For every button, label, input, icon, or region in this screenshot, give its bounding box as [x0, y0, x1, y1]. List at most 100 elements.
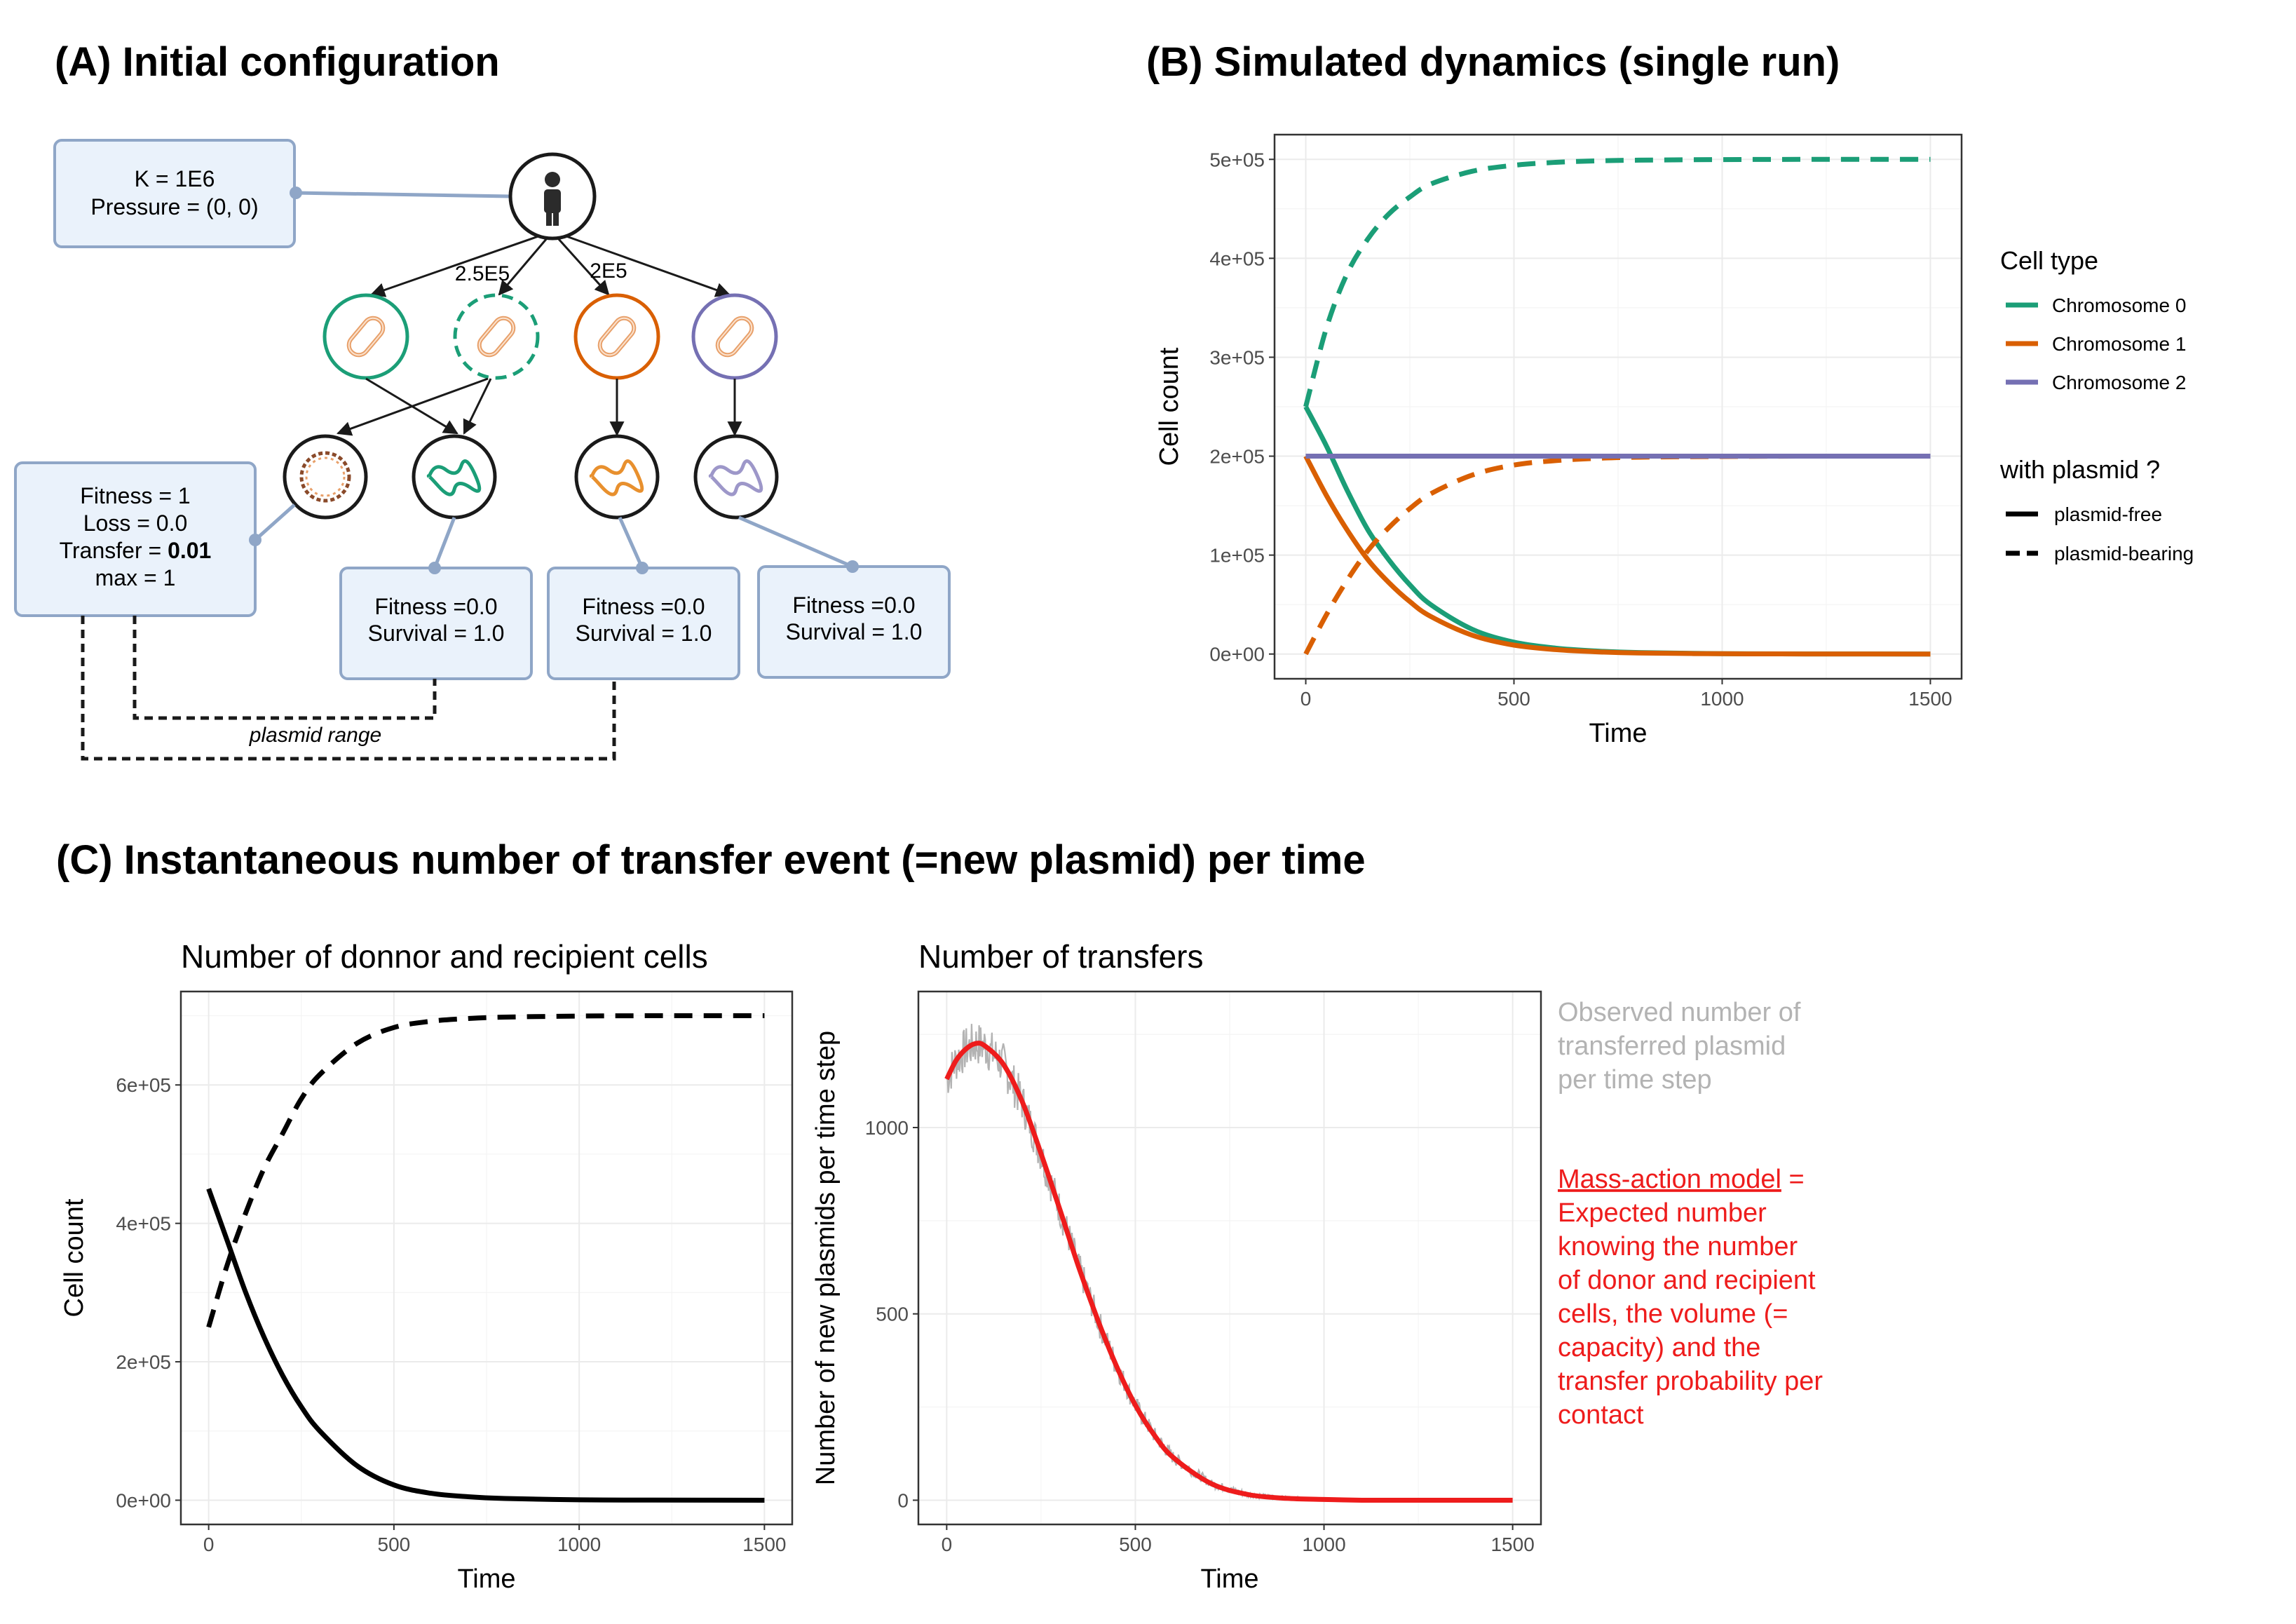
connector-dot — [636, 562, 648, 574]
edge-to-plasmid — [337, 377, 489, 436]
y-tick-label: 0e+00 — [116, 1489, 171, 1511]
plasmid-range-bracket-outer — [81, 616, 616, 761]
connector-dot — [428, 562, 441, 574]
person-icon — [544, 172, 561, 226]
edge-host-chrom2 — [566, 235, 731, 297]
chromosome-0-plasmid-cell — [453, 293, 540, 380]
y-axis-title: Cell count — [1155, 347, 1184, 466]
plasmid-ring-icon — [299, 451, 351, 503]
x-tick-label: 500 — [1497, 688, 1530, 710]
x-tick-label: 500 — [378, 1534, 411, 1555]
panel-b-title: (B) Simulated dynamics (single run) — [1146, 39, 1840, 85]
series-1-line — [206, 1013, 765, 1328]
y-tick-label: 2e+05 — [1209, 446, 1265, 468]
plasmid-transfer-label: Transfer = 0.01 — [60, 538, 212, 563]
legend-title-cell-type: Cell type — [2000, 246, 2098, 275]
edge-host-chrom0 — [370, 235, 539, 297]
y-axis-title: Cell count — [60, 1198, 89, 1317]
plasmid-box-connector — [254, 503, 296, 541]
chromosome-1-survival: Survival = 1.0 — [576, 621, 712, 646]
plasmid-range-label: plasmid range — [249, 724, 381, 747]
plot-border — [179, 990, 794, 1526]
mass-action-model-line — [944, 1041, 1513, 1503]
y-tick-label: 0e+00 — [1209, 644, 1265, 665]
chromosome-1-plasmid-free-line — [1303, 454, 1931, 657]
plasmid-fitness-label: Fitness = 1 — [80, 483, 190, 508]
legend-label-plasmid-free: plasmid-free — [2054, 503, 2162, 525]
y-tick-label: 4e+05 — [1209, 248, 1265, 269]
dynamics-legend: Cell type Chromosome 0 Chromosome 1 Chro… — [1999, 246, 2194, 564]
host-parameter-box — [53, 139, 296, 248]
y-tick-label: 2e+05 — [116, 1351, 171, 1373]
chromosome-0-survival: Survival = 1.0 — [368, 621, 505, 646]
y-tick-label: 4e+05 — [116, 1213, 171, 1235]
edge-host-chrom1 — [557, 237, 610, 296]
legend-title-with-plasmid: with plasmid ? — [1999, 455, 2160, 484]
model-note-line: cells, the volume (= — [1558, 1299, 1788, 1329]
plasmid-loss-label: Loss = 0.0 — [83, 510, 188, 536]
panel-a-title: (A) Initial configuration — [55, 39, 500, 85]
x-tick-label: 1000 — [557, 1534, 601, 1555]
edge-label-chrom1: 2E5 — [590, 259, 627, 283]
chromosome-2-connector — [738, 515, 853, 569]
x-tick-label: 1500 — [1908, 688, 1952, 710]
panel-c-title: (C) Instantaneous number of transfer eve… — [56, 837, 1366, 883]
plot-border — [1273, 133, 1963, 680]
x-tick-label: 0 — [942, 1534, 953, 1555]
x-tick-label: 1500 — [1490, 1534, 1534, 1555]
model-note-line: Expected number — [1558, 1198, 1767, 1228]
y-tick-label: 500 — [876, 1304, 909, 1325]
model-note-line: of donor and recipient — [1558, 1266, 1816, 1295]
legend-label-chromosome-1: Chromosome 1 — [2052, 333, 2186, 355]
x-tick-label: 1500 — [742, 1534, 786, 1555]
y-tick-label: 1e+05 — [1209, 545, 1265, 567]
plasmid-node — [283, 434, 368, 520]
chart-dynamics: 0 500 1000 1500 0e+00 1e+05 2e+05 3e+05 4e+05 5e+… — [1155, 133, 1963, 748]
legend-label-chromosome-2: Chromosome 2 — [2052, 372, 2186, 393]
x-axis-title: Time — [1200, 1564, 1258, 1594]
y-tick-label: 0 — [897, 1489, 909, 1511]
model-note-line: transfer probability per — [1558, 1367, 1823, 1396]
edge-host-chrom0-plasmid — [498, 238, 548, 296]
chromosome-0-cell — [322, 293, 409, 380]
edge-to-genome — [463, 378, 492, 435]
x-tick-label: 1000 — [1302, 1534, 1345, 1555]
host-pressure-label: Pressure = (0, 0) — [90, 194, 258, 219]
chromosome-1-genome — [574, 434, 660, 520]
chromosome-1-connector — [618, 516, 644, 569]
chromosome-0-plasmid-bearing-line — [1303, 156, 1931, 407]
observed-note-line: per time step — [1558, 1065, 1712, 1095]
model-note-heading: Mass-action model = — [1558, 1165, 1805, 1194]
x-axis-title: Time — [1589, 719, 1647, 748]
chromosome-0-connector — [433, 517, 456, 569]
chart-transfers: 0 500 1000 1500 0 500 1000 Number of transfers T… — [811, 938, 1542, 1594]
transfer-value: 0.01 — [168, 538, 211, 563]
plasmid-max-label: max = 1 — [95, 565, 176, 590]
plot-border — [917, 990, 1542, 1526]
connector-dot — [290, 187, 302, 199]
y-tick-label: 5e+05 — [1209, 149, 1265, 170]
edge-label-chrom0: 2.5E5 — [455, 262, 510, 285]
model-note-line: contact — [1558, 1400, 1644, 1430]
chromosome-icon — [426, 459, 482, 496]
x-axis-title: Time — [457, 1564, 515, 1594]
host-capacity-label: K = 1E6 — [135, 166, 215, 191]
chromosome-2-genome — [693, 434, 779, 520]
x-tick-label: 1000 — [1700, 688, 1744, 710]
model-note-line: capacity) and the — [1558, 1333, 1760, 1362]
transfer-prefix: Transfer = — [60, 538, 168, 563]
y-tick-label: 1000 — [865, 1117, 909, 1139]
plot-title: Number of donnor and recipient cells — [181, 938, 708, 975]
series-0-line — [206, 1188, 765, 1503]
legend-label-plasmid-bearing: plasmid-bearing — [2054, 543, 2194, 564]
chromosome-icon — [708, 459, 763, 496]
connector-dot — [846, 560, 859, 573]
model-note: Mass-action model = Expected number know… — [1558, 1165, 1823, 1430]
model-note-line: knowing the number — [1558, 1232, 1798, 1261]
chromosome-0-fitness: Fitness =0.0 — [374, 594, 497, 619]
chromosome-1-fitness: Fitness =0.0 — [582, 594, 705, 619]
x-tick-label: 0 — [203, 1534, 215, 1555]
chromosome-2-fitness: Fitness =0.0 — [792, 593, 915, 618]
y-axis-title: Number of new plasmids per time step — [811, 1031, 841, 1485]
